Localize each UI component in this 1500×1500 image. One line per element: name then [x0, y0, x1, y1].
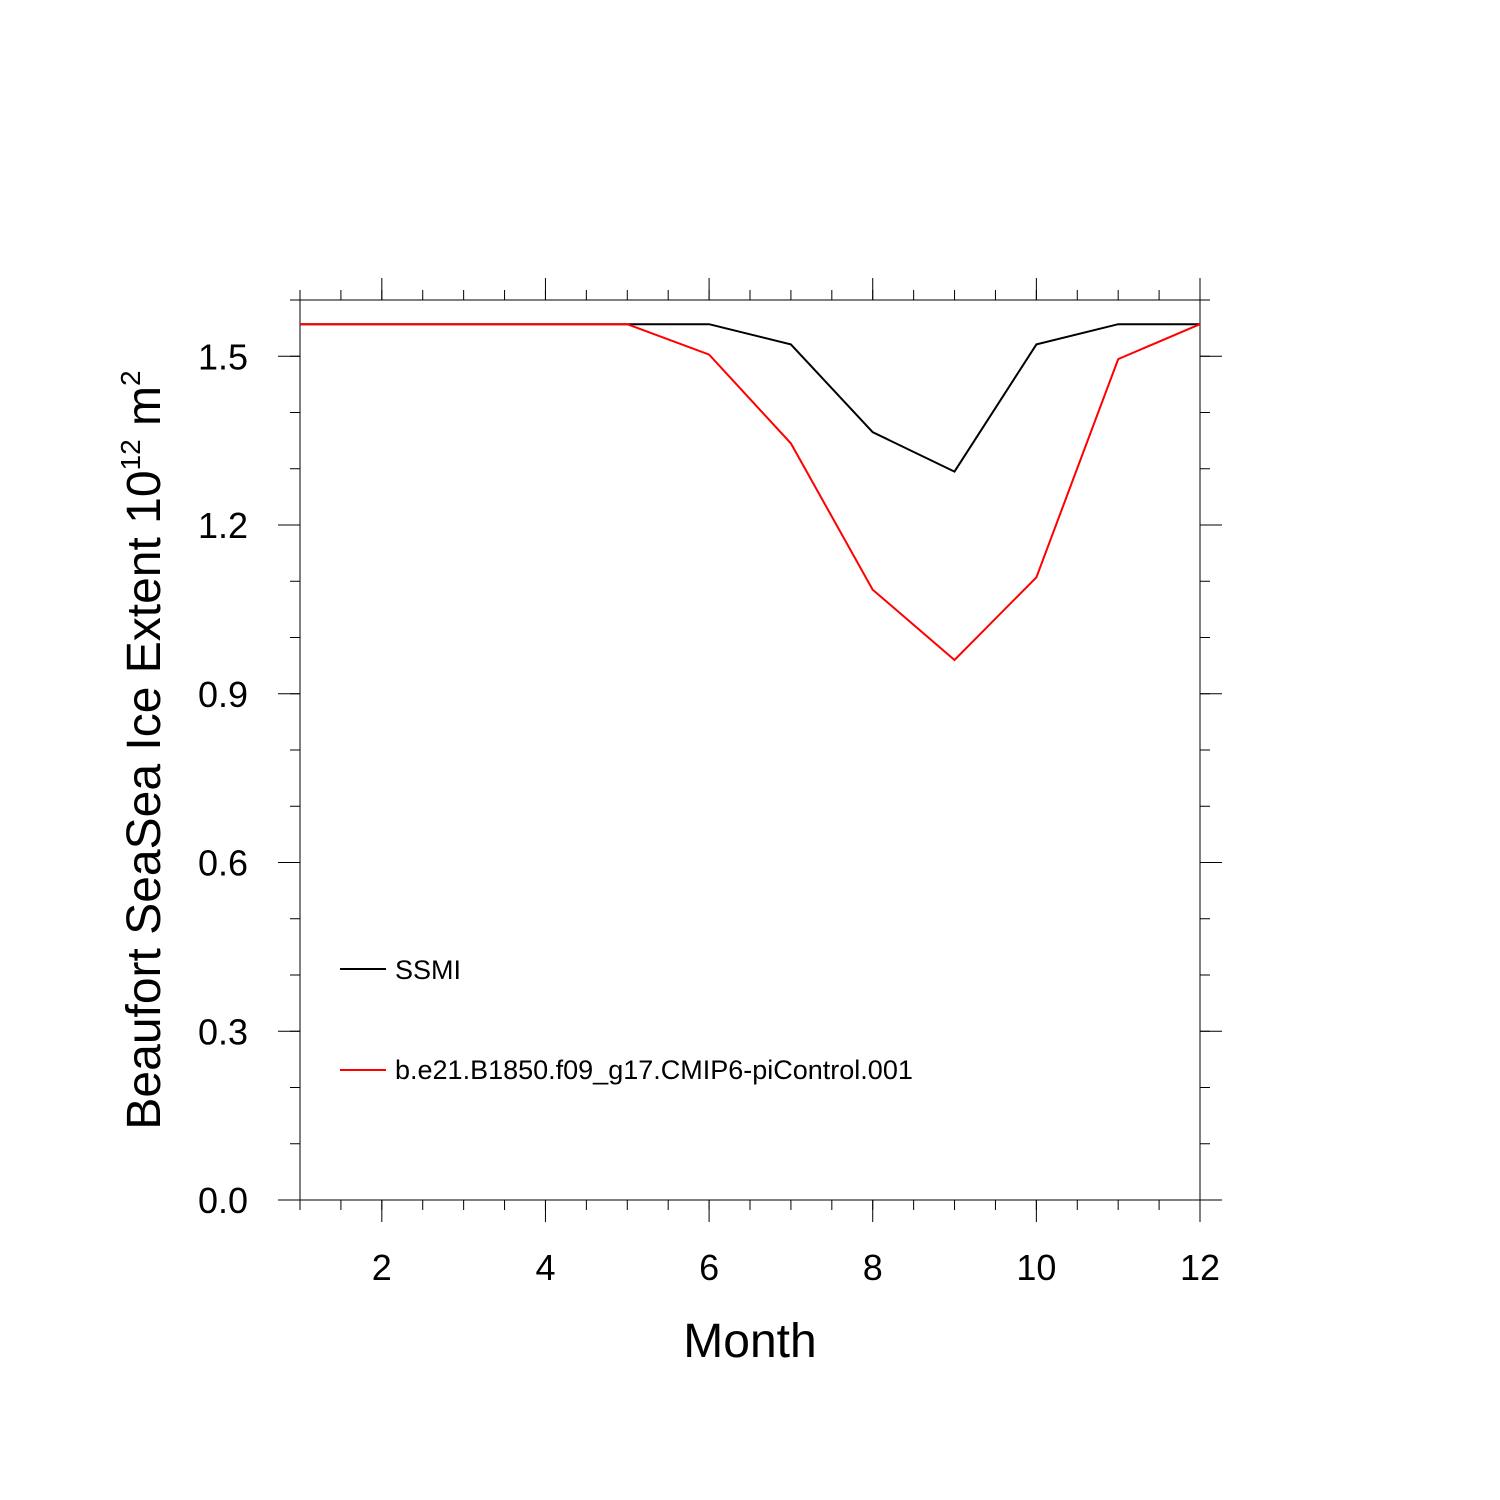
x-tick-label: 6: [699, 1247, 719, 1288]
x-tick-label: 10: [1016, 1247, 1056, 1288]
y-tick-label: 0.0: [198, 1180, 248, 1221]
legend-label-picontrol: b.e21.B1850.f09_g17.CMIP6-piControl.001: [395, 1055, 913, 1085]
y-axis-title-middle: m: [118, 386, 171, 439]
series-line-picontrol: [300, 323, 1201, 662]
x-tick-label: 4: [535, 1247, 555, 1288]
axis-tick-labels: 2 4 6 8 10 12 0.0 0.3 0.6 0.9 1.2 1.5: [198, 336, 1220, 1288]
y-axis-title: Beaufort SeaSea Ice Extent 1012 m2: [115, 370, 171, 1129]
y-tick-label: 1.2: [198, 505, 248, 546]
y-axis-title-exponent: 12: [115, 439, 146, 470]
y-tick-label: 0.9: [198, 674, 248, 715]
y-tick-label: 0.3: [198, 1011, 248, 1052]
y-axis-title-prefix: Beaufort SeaSea Ice Extent 10: [118, 470, 171, 1129]
series-lines: [300, 323, 1201, 662]
axis-ticks: [278, 278, 1222, 1222]
x-tick-label: 8: [863, 1247, 883, 1288]
legend: SSMI b.e21.B1850.f09_g17.CMIP6-piControl…: [340, 955, 913, 1085]
legend-label-ssmi: SSMI: [395, 955, 461, 985]
y-tick-label: 0.6: [198, 843, 248, 884]
y-tick-label: 1.5: [198, 336, 248, 377]
x-tick-label: 2: [372, 1247, 392, 1288]
x-tick-label: 12: [1180, 1247, 1220, 1288]
x-axis-title: Month: [683, 1315, 816, 1368]
y-axis-title-unit-exponent: 2: [115, 370, 146, 386]
